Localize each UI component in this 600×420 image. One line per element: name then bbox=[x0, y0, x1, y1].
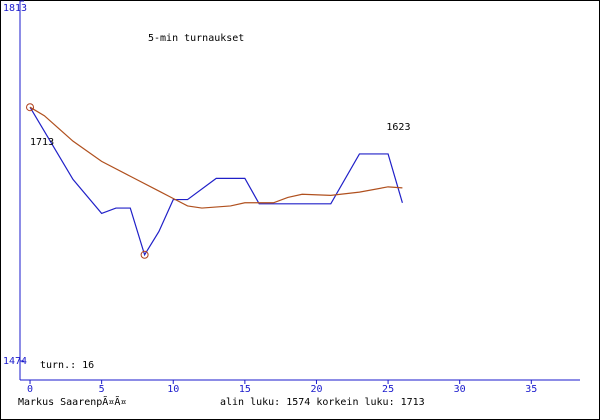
x-tick-label: 10 bbox=[167, 384, 179, 395]
x-tick-label: 25 bbox=[382, 384, 394, 395]
stats: alin luku: 1574 korkein luku: 1713 bbox=[220, 397, 425, 408]
x-tick-label: 35 bbox=[525, 384, 537, 395]
x-tick-label: 30 bbox=[454, 384, 466, 395]
last-label: 1623 bbox=[386, 122, 410, 133]
series-line bbox=[29, 106, 403, 257]
x-tick-label: 15 bbox=[239, 384, 251, 395]
y-tick-label: 1813 bbox=[3, 3, 27, 14]
x-tick-label: 20 bbox=[310, 384, 322, 395]
max-label: 1713 bbox=[30, 137, 54, 148]
y-tick-label: 1474 bbox=[3, 356, 27, 367]
author: Markus SaarenpÃ¤Ã¤ bbox=[18, 395, 126, 408]
count-label: turn.: 16 bbox=[40, 360, 94, 371]
max-point bbox=[26, 103, 35, 112]
min-point bbox=[140, 250, 149, 259]
chart-title: 5-min turnaukset bbox=[148, 33, 244, 44]
x-tick-label: 0 bbox=[27, 384, 33, 395]
x-tick-label: 5 bbox=[99, 384, 105, 395]
series-line bbox=[29, 106, 403, 209]
